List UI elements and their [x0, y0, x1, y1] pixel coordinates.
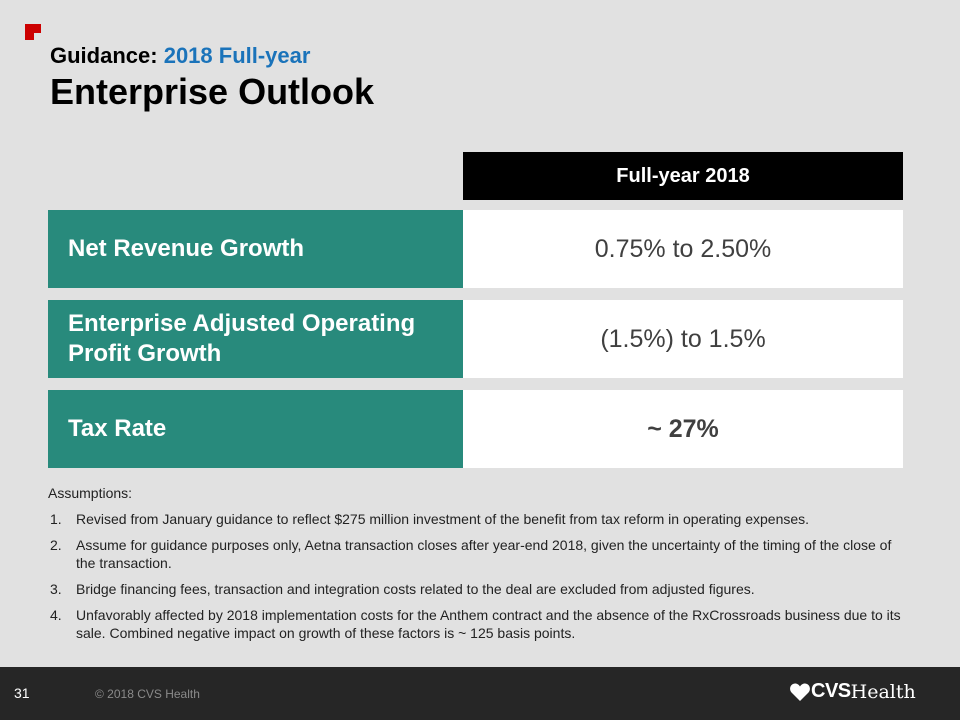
item-number: 3. — [50, 581, 62, 597]
slide-title: Enterprise Outlook — [50, 71, 375, 112]
page-number: 31 — [14, 685, 30, 701]
table-row: Enterprise Adjusted Operating Profit Gro… — [48, 300, 903, 378]
assumptions-section: Assumptions: 1. Revised from January gui… — [48, 484, 908, 650]
title-block: Guidance: 2018 Full-year Enterprise Outl… — [50, 42, 374, 114]
copyright: © 2018 CVS Health — [95, 687, 200, 701]
item-number: 4. — [50, 607, 62, 623]
list-item: 4. Unfavorably affected by 2018 implemen… — [48, 606, 908, 642]
item-text: Revised from January guidance to reflect… — [76, 511, 810, 527]
item-number: 2. — [50, 537, 62, 553]
logo-cvs-text: CVS — [811, 680, 851, 702]
heart-icon — [790, 682, 810, 701]
row-value: 0.75% to 2.50% — [463, 210, 903, 288]
list-item: 1. Revised from January guidance to refl… — [48, 510, 908, 528]
row-label: Net Revenue Growth — [48, 210, 463, 288]
item-text: Unfavorably affected by 2018 implementat… — [76, 607, 901, 641]
list-item: 2. Assume for guidance purposes only, Ae… — [48, 536, 908, 572]
assumptions-heading: Assumptions: — [48, 485, 133, 501]
cvs-health-logo: CVS Health — [790, 680, 916, 703]
table-row: Tax Rate ~ 27% — [48, 390, 903, 468]
row-value: (1.5%) to 1.5% — [463, 300, 903, 378]
logo-health-text: Health — [850, 680, 916, 703]
item-number: 1. — [50, 511, 62, 527]
brand-corner-icon — [25, 24, 41, 40]
column-header: Full-year 2018 — [463, 152, 903, 200]
item-text: Assume for guidance purposes only, Aetna… — [76, 537, 892, 571]
footer: 31 © 2018 CVS Health CVS Health — [0, 667, 960, 720]
row-label: Tax Rate — [48, 390, 463, 468]
item-text: Bridge financing fees, transaction and i… — [76, 581, 755, 597]
table-row: Net Revenue Growth 0.75% to 2.50% — [48, 210, 903, 288]
row-label: Enterprise Adjusted Operating Profit Gro… — [48, 300, 463, 378]
slide-subtitle: Guidance: 2018 Full-year — [50, 42, 374, 70]
subtitle-accent: 2018 Full-year — [163, 43, 311, 68]
assumptions-list: 1. Revised from January guidance to refl… — [48, 510, 908, 642]
subtitle-prefix: Guidance: — [50, 43, 158, 68]
row-value: ~ 27% — [463, 390, 903, 468]
list-item: 3. Bridge financing fees, transaction an… — [48, 580, 908, 598]
